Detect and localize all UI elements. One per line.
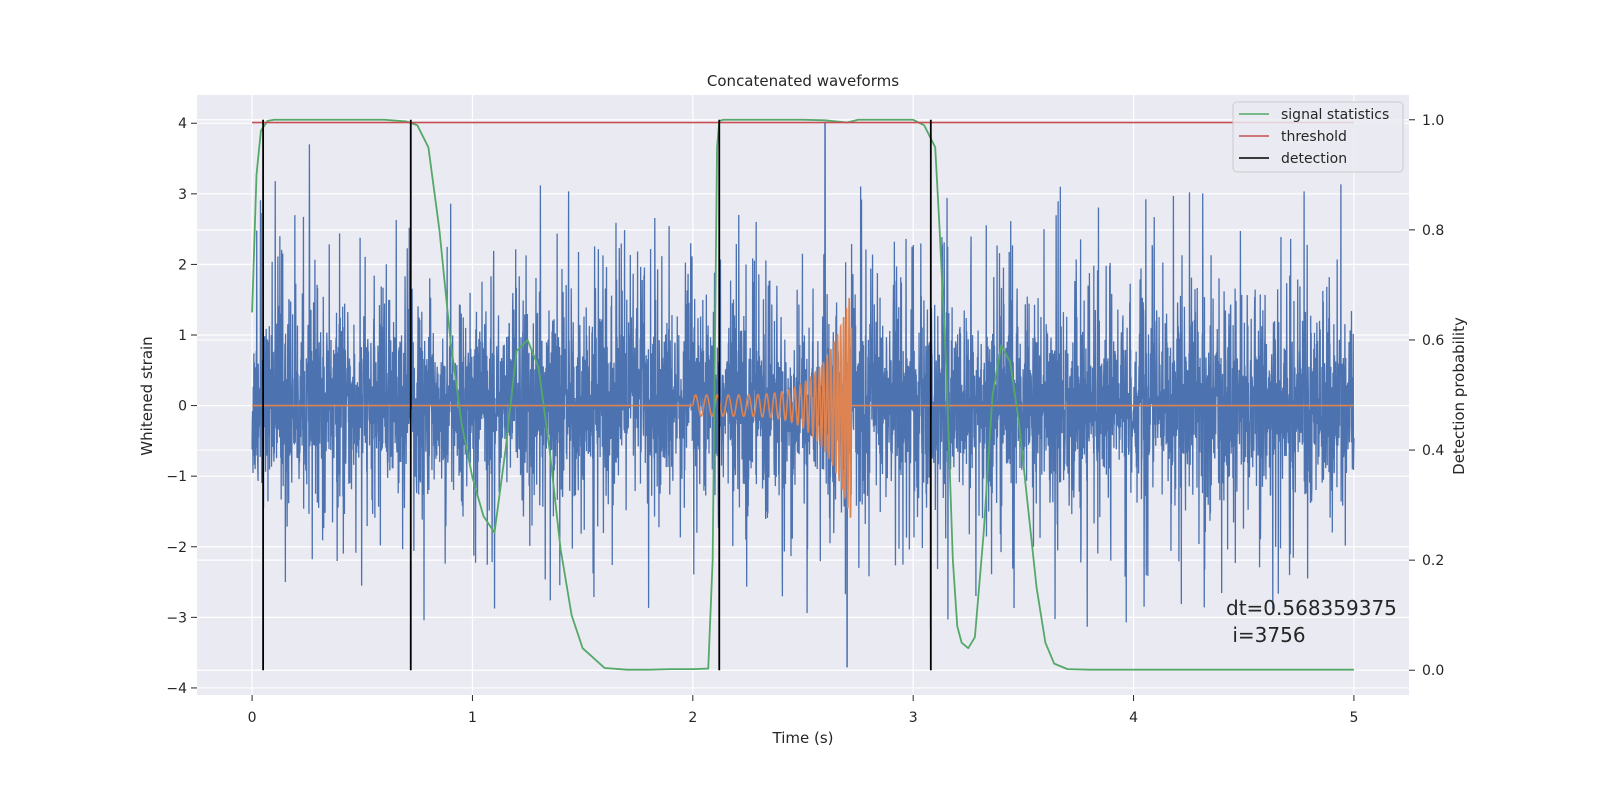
y-tick-label: −1 xyxy=(166,469,187,485)
y-tick-label: 2 xyxy=(178,257,187,273)
y-tick-label-right: 0.4 xyxy=(1422,443,1444,459)
y-tick-label: 1 xyxy=(178,328,187,344)
y-tick-label-right: 1.0 xyxy=(1422,113,1444,129)
y-tick-label: 0 xyxy=(178,399,187,415)
legend-box xyxy=(1232,101,1404,173)
y-tick-label: −4 xyxy=(166,681,187,697)
legend-signal-label: signal statistics xyxy=(1281,107,1389,123)
x-tick-label: 4 xyxy=(1129,710,1138,726)
y-tick-label: 4 xyxy=(178,116,187,132)
legend: signal statistics threshold detection xyxy=(1232,101,1404,173)
x-tick-label: 5 xyxy=(1349,710,1358,726)
signal-statistics-line xyxy=(251,118,1354,671)
y-tick-label: 3 xyxy=(178,187,187,203)
y-tick-label: −2 xyxy=(166,540,187,556)
y-tick-label-right: 0.2 xyxy=(1422,553,1444,569)
x-tick-label: 1 xyxy=(468,710,477,726)
chart-title: Concatenated waveforms xyxy=(707,72,899,90)
detection-series xyxy=(262,119,932,671)
legend-threshold-label: threshold xyxy=(1281,129,1347,145)
y-axis-label-right: Detection probability xyxy=(1450,317,1468,475)
y-tick-label: −3 xyxy=(166,610,187,626)
annotation-i: i=3756 xyxy=(1226,623,1306,647)
signal-statistics-series xyxy=(251,118,1354,671)
y-tick-label-right: 0.6 xyxy=(1422,333,1444,349)
x-axis-label: Time (s) xyxy=(772,729,834,747)
x-tick-label: 0 xyxy=(248,710,257,726)
y-axis-label: Whitened strain xyxy=(138,336,156,455)
x-axis: 0 1 2 3 4 5 xyxy=(248,695,1358,726)
right-axis: 1.0 0.8 0.6 0.4 0.2 0.0 xyxy=(1409,113,1444,679)
legend-detection-label: detection xyxy=(1281,151,1347,167)
left-axis: 4 3 2 1 0 −1 −2 −3 −4 xyxy=(166,116,197,697)
y-tick-label-right: 0.8 xyxy=(1422,223,1444,239)
noise-line xyxy=(251,122,1355,668)
y-tick-label-right: 0.0 xyxy=(1422,663,1444,679)
x-tick-label: 2 xyxy=(688,710,697,726)
x-tick-label: 3 xyxy=(909,710,918,726)
annotation-dt: dt=0.568359375 xyxy=(1226,596,1397,620)
noise-series xyxy=(251,122,1355,668)
